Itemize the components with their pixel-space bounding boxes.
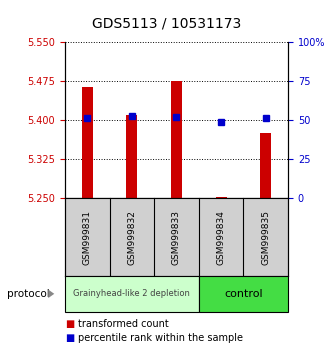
Text: GSM999832: GSM999832	[127, 210, 137, 265]
Text: GSM999831: GSM999831	[83, 210, 92, 265]
Text: ■: ■	[65, 319, 74, 329]
Bar	[126, 115, 138, 198]
Text: transformed count: transformed count	[78, 319, 169, 329]
Text: GSM999833: GSM999833	[172, 210, 181, 265]
Bar	[171, 81, 182, 198]
Bar	[260, 133, 271, 198]
Text: GSM999834: GSM999834	[216, 210, 226, 265]
Text: Grainyhead-like 2 depletion: Grainyhead-like 2 depletion	[74, 289, 190, 298]
Bar	[215, 197, 227, 198]
Text: control: control	[224, 289, 263, 299]
Text: percentile rank within the sample: percentile rank within the sample	[78, 333, 243, 343]
Text: GDS5113 / 10531173: GDS5113 / 10531173	[92, 16, 241, 30]
Text: GSM999835: GSM999835	[261, 210, 270, 265]
Bar	[82, 87, 93, 198]
Text: protocol: protocol	[7, 289, 49, 299]
Text: ■: ■	[65, 333, 74, 343]
